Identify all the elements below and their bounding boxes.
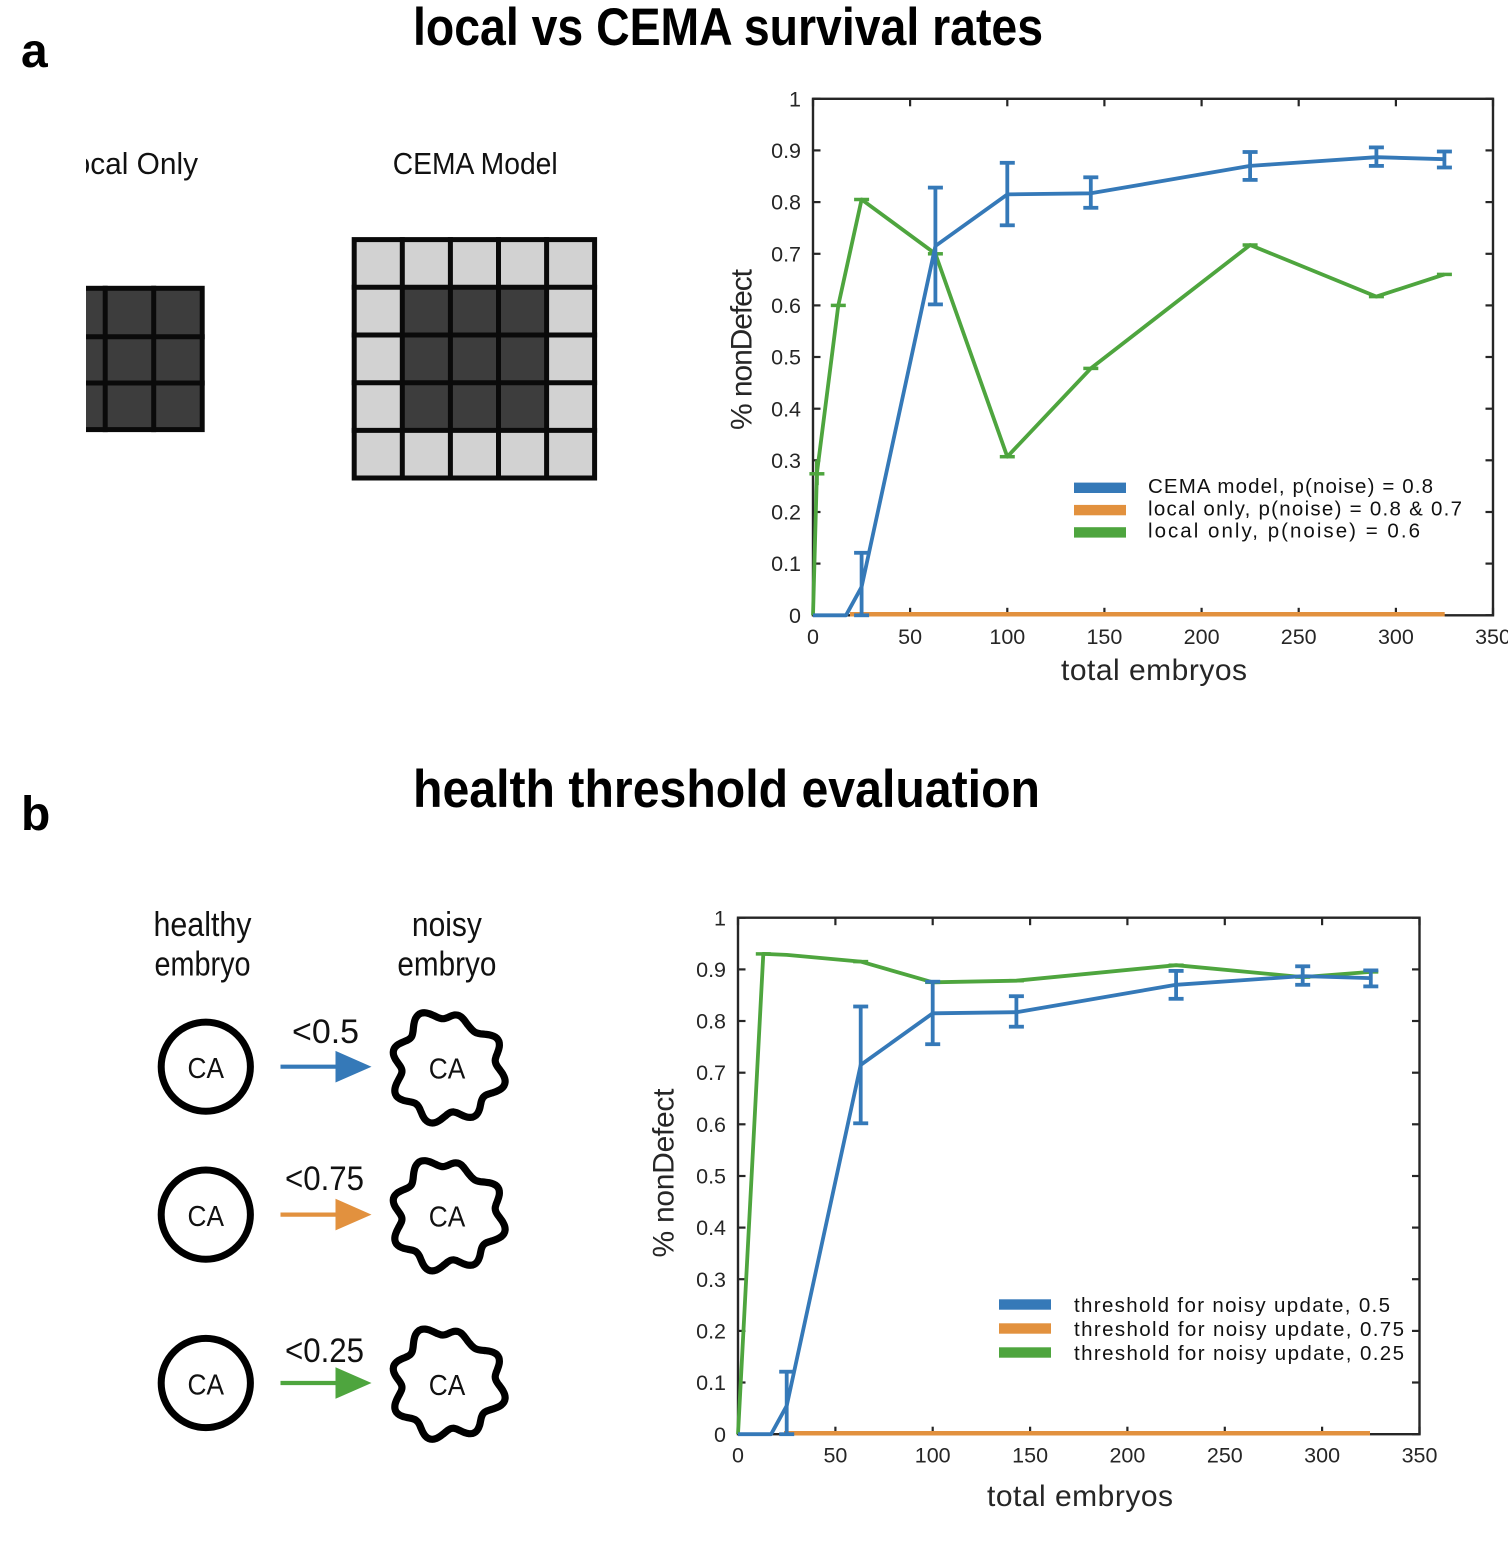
svg-text:300: 300 bbox=[1378, 625, 1414, 649]
svg-text:150: 150 bbox=[1086, 625, 1122, 649]
svg-text:CA: CA bbox=[188, 1370, 225, 1402]
svg-text:healthy: healthy bbox=[154, 906, 252, 944]
svg-text:0.2: 0.2 bbox=[771, 501, 801, 525]
svg-text:0: 0 bbox=[807, 625, 819, 649]
svg-text:% nonDefect: % nonDefect bbox=[726, 268, 759, 430]
svg-text:0.9: 0.9 bbox=[771, 139, 801, 163]
svg-text:0: 0 bbox=[789, 604, 801, 628]
svg-text:1: 1 bbox=[714, 906, 726, 930]
svg-text:% nonDefect: % nonDefect bbox=[647, 1088, 680, 1258]
svg-text:embryo: embryo bbox=[155, 946, 251, 984]
svg-text:CEMA model, p(noise) = 0.8: CEMA model, p(noise) = 0.8 bbox=[1148, 475, 1433, 498]
svg-text:CA: CA bbox=[188, 1201, 225, 1233]
svg-text:100: 100 bbox=[989, 625, 1025, 649]
svg-text:0.1: 0.1 bbox=[696, 1371, 726, 1395]
svg-text:CA: CA bbox=[429, 1370, 466, 1402]
svg-text:150: 150 bbox=[1012, 1444, 1048, 1468]
svg-text:0.9: 0.9 bbox=[696, 958, 726, 982]
svg-text:250: 250 bbox=[1281, 625, 1317, 649]
svg-text:0.1: 0.1 bbox=[771, 552, 801, 576]
svg-text:a: a bbox=[21, 25, 48, 78]
svg-text:0.8: 0.8 bbox=[696, 1010, 726, 1034]
svg-text:b: b bbox=[21, 788, 50, 841]
svg-text:0.5: 0.5 bbox=[696, 1165, 726, 1189]
svg-text:300: 300 bbox=[1304, 1444, 1340, 1468]
svg-text:0.3: 0.3 bbox=[696, 1268, 726, 1292]
svg-text:0.4: 0.4 bbox=[771, 397, 801, 421]
svg-text:0.7: 0.7 bbox=[696, 1061, 726, 1085]
svg-text:health threshold evaluation: health threshold evaluation bbox=[413, 760, 1040, 819]
svg-text:0.4: 0.4 bbox=[696, 1216, 726, 1240]
svg-text:250: 250 bbox=[1207, 1444, 1243, 1468]
svg-text:0.5: 0.5 bbox=[771, 346, 801, 370]
svg-text:CEMA Model: CEMA Model bbox=[393, 146, 558, 181]
svg-text:0.3: 0.3 bbox=[771, 449, 801, 473]
svg-text:0: 0 bbox=[732, 1444, 744, 1468]
svg-text:<0.5: <0.5 bbox=[292, 1013, 359, 1051]
svg-text:threshold for noisy update, 0.: threshold for noisy update, 0.5 bbox=[1074, 1294, 1390, 1317]
svg-text:350: 350 bbox=[1402, 1444, 1438, 1468]
svg-text:200: 200 bbox=[1184, 625, 1220, 649]
svg-text:0.6: 0.6 bbox=[696, 1113, 726, 1137]
svg-text:noisy: noisy bbox=[412, 906, 482, 944]
svg-text:CA: CA bbox=[188, 1053, 225, 1085]
svg-text:total embryos: total embryos bbox=[1061, 654, 1247, 687]
svg-text:0.2: 0.2 bbox=[696, 1320, 726, 1344]
svg-text:0: 0 bbox=[714, 1423, 726, 1447]
svg-text:CA: CA bbox=[429, 1054, 466, 1086]
svg-text:200: 200 bbox=[1109, 1444, 1145, 1468]
svg-text:<0.25: <0.25 bbox=[285, 1332, 364, 1370]
svg-text:local only, p(noise) = 0.6: local only, p(noise) = 0.6 bbox=[1148, 520, 1420, 543]
svg-text:1: 1 bbox=[789, 87, 801, 111]
svg-text:50: 50 bbox=[823, 1444, 847, 1468]
svg-text:embryo: embryo bbox=[397, 946, 496, 984]
svg-text:threshold for noisy update, 0.: threshold for noisy update, 0.75 bbox=[1074, 1318, 1404, 1341]
svg-text:CA: CA bbox=[429, 1202, 466, 1234]
svg-text:350: 350 bbox=[1475, 625, 1508, 649]
svg-text:100: 100 bbox=[915, 1444, 951, 1468]
svg-text:threshold for noisy update, 0.: threshold for noisy update, 0.25 bbox=[1074, 1342, 1404, 1365]
svg-text:0.8: 0.8 bbox=[771, 191, 801, 215]
svg-text:50: 50 bbox=[898, 625, 922, 649]
svg-text:total embryos: total embryos bbox=[987, 1480, 1173, 1513]
svg-text:0.6: 0.6 bbox=[771, 294, 801, 318]
svg-text:local vs CEMA survival rates: local vs CEMA survival rates bbox=[413, 0, 1043, 57]
svg-text:0.7: 0.7 bbox=[771, 242, 801, 266]
svg-text:local only, p(noise) = 0.8 & 0: local only, p(noise) = 0.8 & 0.7 bbox=[1148, 497, 1462, 520]
svg-text:<0.75: <0.75 bbox=[285, 1160, 364, 1198]
